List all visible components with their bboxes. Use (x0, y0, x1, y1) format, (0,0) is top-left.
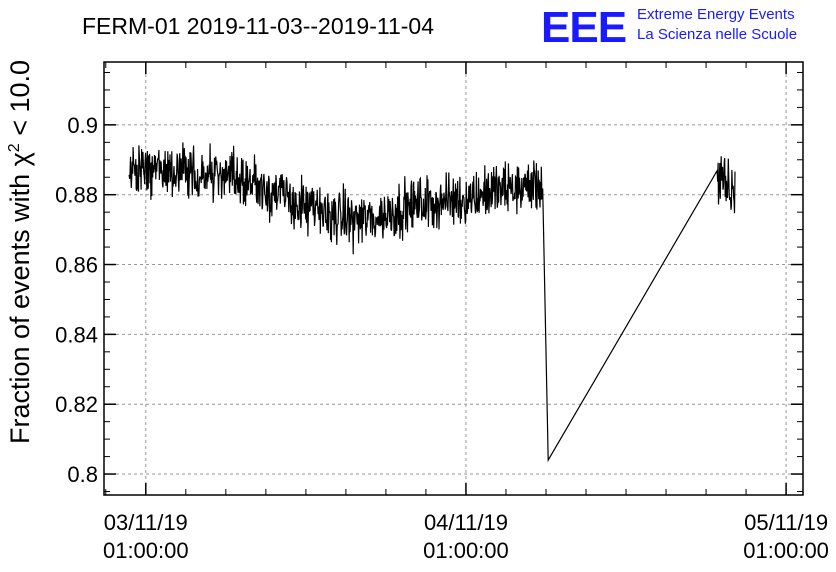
grid (104, 62, 803, 495)
x-tick-time: 01:00:00 (423, 538, 509, 563)
y-tick-label: 0.82 (55, 392, 98, 417)
y-tick-label: 0.86 (55, 253, 98, 278)
x-tick-date: 03/11/19 (104, 510, 188, 535)
chart-title: FERM-01 2019-11-03--2019-11-04 (82, 13, 434, 39)
x-tick-labels: 03/11/19 01:00:00 04/11/19 01:00:00 05/11/19… (103, 510, 829, 563)
x-tick-date: 04/11/19 (424, 510, 508, 535)
x-tick-time: 01:00:00 (743, 538, 829, 563)
data-layer (128, 142, 736, 463)
y-tick-label: 0.88 (55, 183, 98, 208)
x-tick-date: 05/11/19 (744, 510, 828, 535)
plot-frame (103, 61, 804, 496)
logo-mark: EEE (541, 3, 626, 52)
logo-line-2: La Scienza nelle Scuole (637, 26, 797, 43)
logo-line-1: Extreme Energy Events (637, 6, 795, 23)
eee-logo: EEE Extreme Energy Events La Scienza nel… (541, 3, 797, 52)
y-tick-label: 0.9 (67, 113, 98, 138)
y-tick-label: 0.8 (67, 462, 98, 487)
axis-ticks (104, 62, 803, 495)
y-tick-label: 0.84 (55, 322, 98, 347)
x-tick-time: 01:00:00 (103, 538, 189, 563)
series-line (128, 142, 736, 463)
y-axis-label: Fraction of events with χ2 < 10.0 (5, 60, 35, 444)
y-tick-labels: 0.8 0.82 0.84 0.86 0.88 0.9 (55, 113, 98, 487)
